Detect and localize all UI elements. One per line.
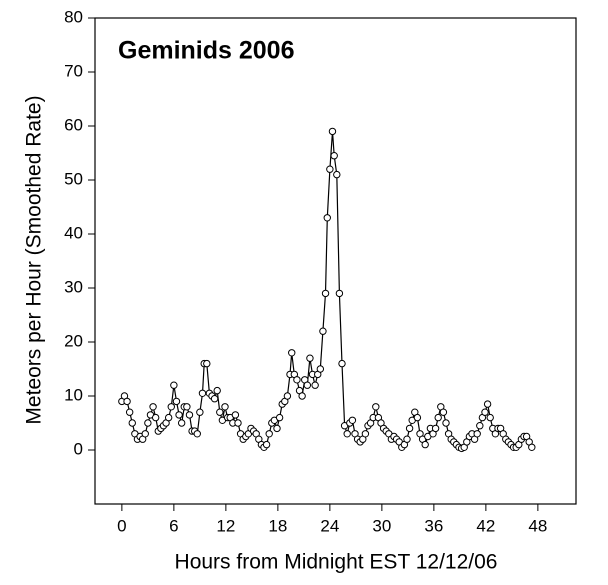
data-point [213, 386, 221, 395]
y-tick-label: 30 [64, 277, 83, 296]
data-point [311, 381, 319, 389]
data-point [321, 289, 330, 298]
data-point [231, 411, 240, 419]
y-tick-label: 20 [64, 331, 83, 350]
data-point [481, 408, 489, 416]
y-tick-label: 80 [64, 7, 83, 26]
chart-title: Geminids 2006 [118, 37, 294, 65]
data-point [298, 392, 306, 400]
data-point [262, 440, 271, 449]
data-point [372, 403, 380, 411]
data-point [128, 419, 136, 427]
x-tick-label: 24 [320, 516, 339, 535]
y-tick-label: 10 [64, 385, 83, 404]
data-point [198, 389, 207, 397]
data-point [283, 392, 292, 400]
y-tick-label: 0 [74, 439, 83, 458]
x-tick-label: 18 [268, 516, 287, 535]
data-point [303, 381, 312, 389]
data-point [413, 413, 422, 422]
x-tick-label: 42 [476, 516, 495, 535]
data-point [330, 152, 338, 160]
data-point [141, 430, 149, 438]
x-tick-label: 48 [528, 516, 547, 535]
data-point [221, 403, 229, 411]
y-tick-label: 40 [64, 223, 83, 242]
data-point [434, 413, 442, 422]
data-point [275, 413, 284, 422]
data-point [473, 430, 481, 438]
x-tick-label: 30 [372, 516, 391, 535]
data-point [483, 400, 492, 408]
data-point [265, 430, 273, 438]
x-tick-label: 6 [169, 516, 178, 535]
data-point [216, 408, 224, 416]
data-point [439, 408, 448, 416]
data-point [144, 419, 152, 427]
data-point [167, 403, 175, 411]
data-point [151, 413, 160, 422]
data-point [170, 381, 178, 389]
data-point [476, 422, 484, 430]
data-point [288, 349, 296, 357]
data-point [306, 354, 314, 362]
data-point [210, 395, 219, 403]
data-point [405, 424, 414, 433]
data-point [193, 430, 201, 438]
data-point [421, 440, 429, 449]
data-point [185, 411, 194, 419]
data-point [528, 443, 536, 451]
x-axis-label: Hours from Midnight EST 12/12/06 [175, 551, 498, 574]
data-point [316, 365, 325, 373]
data-point [361, 430, 370, 438]
data-point [175, 411, 183, 419]
data-point [343, 430, 351, 438]
data-point [323, 214, 331, 222]
x-tick-label: 12 [216, 516, 235, 535]
data-point [338, 359, 346, 368]
data-point [319, 327, 327, 335]
x-tick-label: 36 [424, 516, 443, 535]
data-point [164, 413, 173, 422]
data-point [326, 165, 334, 173]
plot-frame [94, 17, 577, 505]
data-point [335, 289, 344, 298]
data-point [172, 397, 181, 406]
data-point [348, 416, 357, 424]
data-line [121, 131, 533, 450]
data-point [183, 403, 191, 411]
data-point [486, 413, 494, 422]
data-point [125, 408, 134, 416]
data-point [328, 127, 337, 136]
data-point [234, 419, 242, 427]
data-point [293, 376, 301, 384]
data-point [177, 419, 186, 427]
data-point [203, 359, 211, 368]
x-tick-label: 0 [117, 516, 126, 535]
y-tick-label: 50 [64, 169, 83, 188]
data-point [273, 424, 281, 433]
y-tick-label: 60 [64, 115, 83, 134]
y-axis-label: Meteors per Hour (Smoothed Rate) [23, 95, 46, 424]
data-point [431, 424, 440, 433]
data-point [196, 408, 204, 416]
data-point [149, 403, 157, 411]
data-point [333, 170, 341, 179]
data-point [123, 397, 131, 406]
y-tick-label: 70 [64, 61, 83, 80]
data-point [403, 435, 411, 443]
data-point [442, 419, 450, 427]
